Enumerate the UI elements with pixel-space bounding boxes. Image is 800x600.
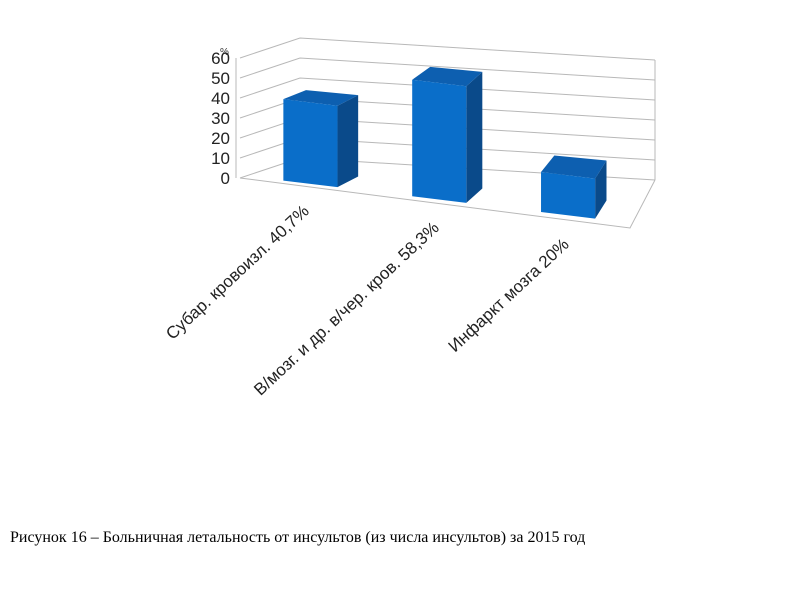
y-unit: % (220, 47, 229, 58)
grid-line (239, 57, 656, 81)
y-tick-label: 30 (211, 109, 230, 128)
bar-top (283, 90, 359, 106)
bar-top (541, 155, 607, 179)
grid-line (239, 37, 656, 61)
bar (412, 66, 483, 203)
bar-front (412, 79, 467, 203)
bar-side (337, 95, 359, 188)
bar-side (466, 71, 483, 203)
floor-edge (239, 177, 656, 229)
bar-side (595, 160, 607, 219)
y-tick-label: 0 (221, 169, 230, 188)
x-tick-label: Инфаркт мозга 20% (445, 235, 573, 356)
bar-front (541, 172, 596, 219)
x-tick-label: Субар. кровоизл. 40,7% (162, 201, 312, 343)
bar-front (283, 99, 338, 188)
caption: Рисунок 16 – Больничная летальность от и… (10, 529, 585, 546)
y-tick-label: 50 (211, 69, 230, 88)
y-tick-label: 20 (211, 129, 230, 148)
bar (541, 155, 607, 219)
bar-top (412, 66, 483, 87)
grid-line (239, 77, 656, 101)
bar (283, 90, 359, 188)
y-tick-label: 40 (211, 89, 230, 108)
y-tick-label: 60 (211, 49, 230, 68)
y-tick-label: 10 (211, 149, 230, 168)
